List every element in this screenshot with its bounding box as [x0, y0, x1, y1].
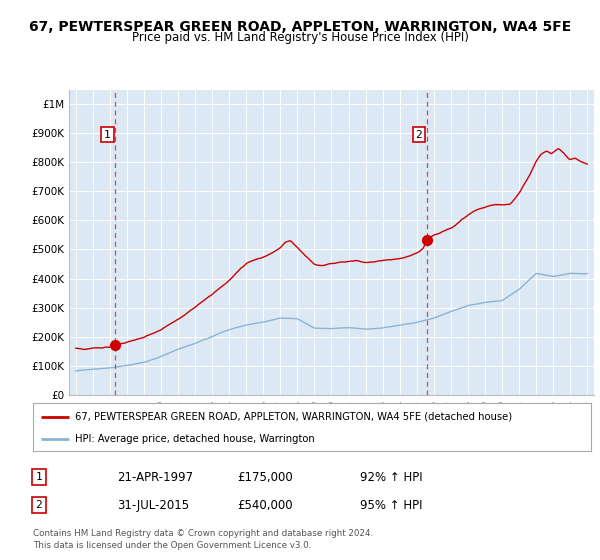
Text: 95% ↑ HPI: 95% ↑ HPI	[360, 498, 422, 512]
Text: This data is licensed under the Open Government Licence v3.0.: This data is licensed under the Open Gov…	[33, 541, 311, 550]
Text: 92% ↑ HPI: 92% ↑ HPI	[360, 470, 422, 484]
Text: 2: 2	[35, 500, 43, 510]
Text: HPI: Average price, detached house, Warrington: HPI: Average price, detached house, Warr…	[75, 434, 314, 444]
Text: 2: 2	[416, 130, 422, 139]
Text: Contains HM Land Registry data © Crown copyright and database right 2024.: Contains HM Land Registry data © Crown c…	[33, 530, 373, 539]
Text: 31-JUL-2015: 31-JUL-2015	[117, 498, 189, 512]
Text: 67, PEWTERSPEAR GREEN ROAD, APPLETON, WARRINGTON, WA4 5FE: 67, PEWTERSPEAR GREEN ROAD, APPLETON, WA…	[29, 20, 571, 34]
Text: Price paid vs. HM Land Registry's House Price Index (HPI): Price paid vs. HM Land Registry's House …	[131, 31, 469, 44]
Text: 1: 1	[35, 472, 43, 482]
Text: 67, PEWTERSPEAR GREEN ROAD, APPLETON, WARRINGTON, WA4 5FE (detached house): 67, PEWTERSPEAR GREEN ROAD, APPLETON, WA…	[75, 412, 512, 422]
Text: 1: 1	[104, 130, 111, 139]
Text: 21-APR-1997: 21-APR-1997	[117, 470, 193, 484]
Text: £540,000: £540,000	[237, 498, 293, 512]
Text: £175,000: £175,000	[237, 470, 293, 484]
